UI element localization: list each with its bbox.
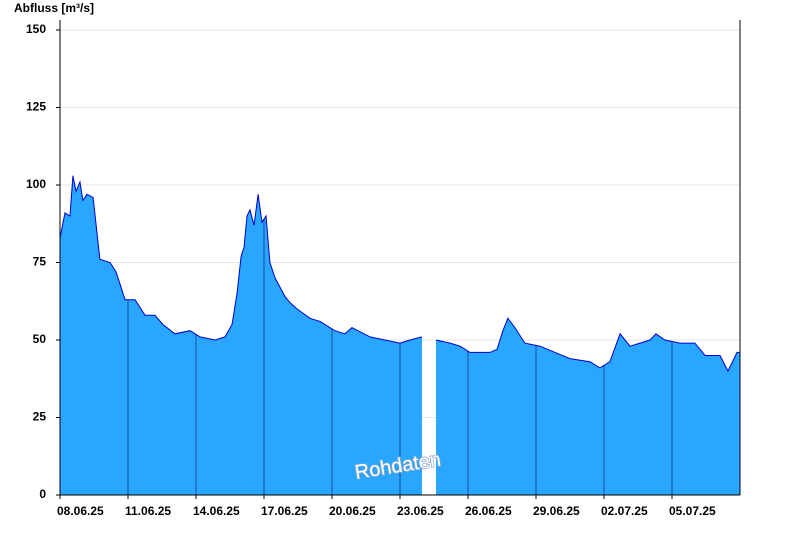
x-tick-label: 14.06.25 bbox=[193, 504, 240, 518]
y-axis-label: Abfluss [m³/s] bbox=[14, 1, 94, 15]
y-tick-label: 150 bbox=[26, 22, 46, 36]
y-tick-label: 0 bbox=[39, 487, 46, 501]
x-tick-label: 08.06.25 bbox=[57, 504, 104, 518]
x-tick-label: 29.06.25 bbox=[533, 504, 580, 518]
y-tick-label: 125 bbox=[26, 100, 46, 114]
line bbox=[59, 175, 740, 373]
y-tick-label: 25 bbox=[33, 410, 47, 424]
area-fill bbox=[60, 175, 740, 495]
x-tick-label: 20.06.25 bbox=[329, 504, 376, 518]
x-tick-label: 02.07.25 bbox=[601, 504, 648, 518]
x-tick-label: 11.06.25 bbox=[125, 504, 171, 518]
y-tick-label: 75 bbox=[33, 255, 47, 269]
y-tick-label: 100 bbox=[26, 177, 46, 191]
x-tick-label: 05.07.25 bbox=[669, 504, 716, 518]
y-tick-label: 50 bbox=[33, 332, 47, 346]
x-tick-label: 23.06.25 bbox=[397, 504, 444, 518]
x-tick-label: 17.06.25 bbox=[261, 504, 308, 518]
x-tick-label: 26.06.25 bbox=[465, 504, 512, 518]
